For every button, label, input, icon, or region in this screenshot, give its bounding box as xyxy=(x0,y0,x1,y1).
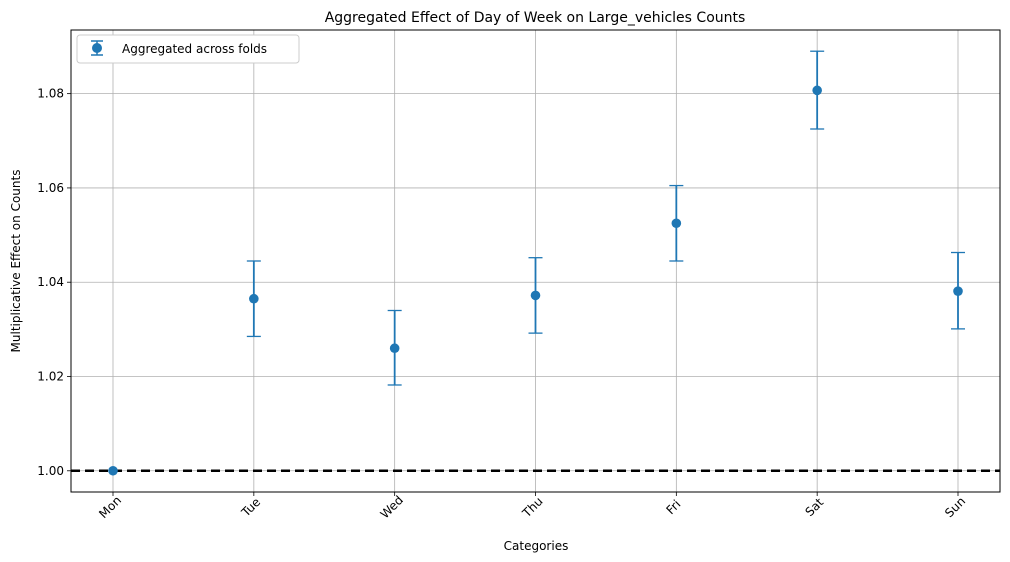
data-layer xyxy=(108,50,965,476)
y-tick-label: 1.00 xyxy=(37,464,64,478)
y-tick-label: 1.06 xyxy=(37,181,64,195)
legend-marker-icon xyxy=(92,43,102,53)
data-point xyxy=(530,290,541,301)
legend-label: Aggregated across folds xyxy=(122,42,267,56)
data-point xyxy=(953,286,963,296)
legend: Aggregated across folds xyxy=(76,34,300,64)
data-point xyxy=(108,465,118,476)
data-point xyxy=(389,343,400,354)
y-tick-label: 1.02 xyxy=(37,370,64,384)
legend-box xyxy=(76,34,300,64)
x-axis-label: Categories xyxy=(504,539,569,553)
y-tick-label: 1.04 xyxy=(37,275,64,289)
y-tick-label: 1.08 xyxy=(37,87,64,101)
chart-title: Aggregated Effect of Day of Week on Larg… xyxy=(325,10,746,26)
data-point xyxy=(249,293,259,304)
data-point xyxy=(671,218,682,229)
data-point xyxy=(812,85,822,96)
y-axis-label: Multiplicative Effect on Counts xyxy=(9,170,23,353)
